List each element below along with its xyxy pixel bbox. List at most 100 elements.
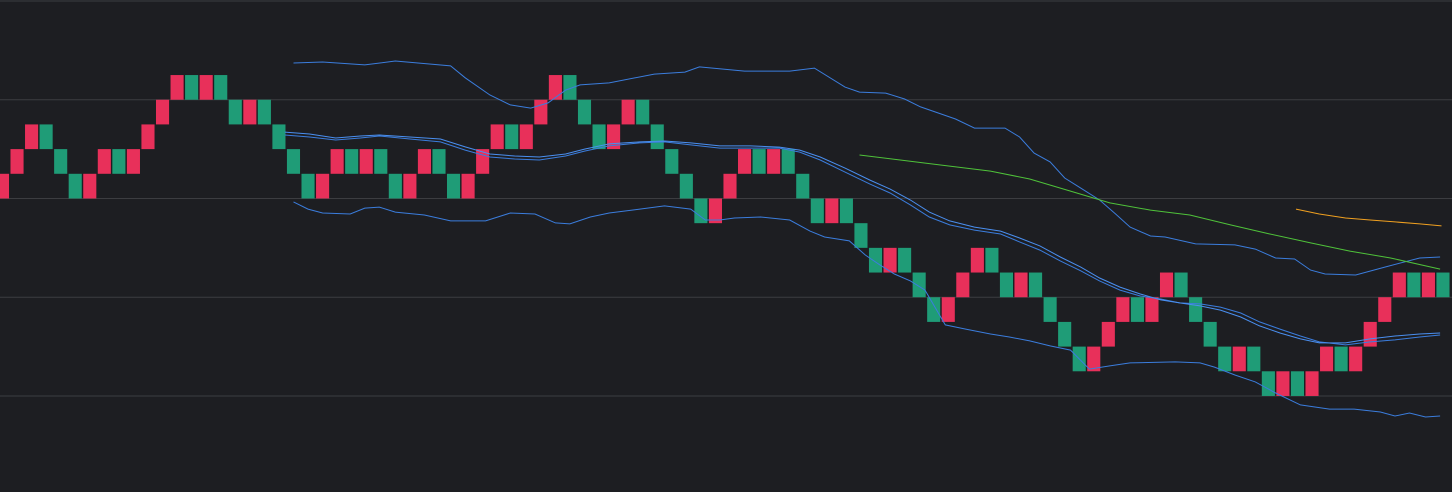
up-brick [403, 173, 417, 199]
up-brick [1349, 346, 1363, 372]
up-brick [243, 99, 257, 125]
up-brick [723, 173, 737, 199]
up-brick [1421, 272, 1435, 298]
down-brick [636, 99, 650, 125]
down-brick [1290, 371, 1305, 396]
down-brick [446, 173, 461, 199]
indicator-line [284, 134, 1441, 346]
down-brick [374, 149, 388, 174]
up-brick [83, 173, 97, 199]
down-brick [1203, 321, 1217, 347]
up-brick [1392, 272, 1406, 298]
up-brick [1363, 321, 1377, 347]
down-brick [854, 223, 868, 248]
down-brick [650, 124, 664, 150]
down-brick [1058, 321, 1072, 347]
down-brick [694, 198, 708, 224]
down-brick [1029, 272, 1043, 298]
up-brick [490, 124, 504, 150]
down-brick [1436, 272, 1450, 298]
up-brick [141, 124, 155, 150]
up-brick [1159, 272, 1174, 298]
down-brick [1218, 346, 1232, 372]
down-brick [927, 297, 941, 322]
down-brick [912, 272, 926, 298]
down-brick [68, 173, 82, 199]
up-brick [359, 149, 373, 174]
up-brick [738, 149, 752, 174]
down-brick [679, 173, 693, 199]
up-brick [825, 198, 839, 224]
down-brick [1130, 297, 1144, 322]
up-brick [1232, 346, 1246, 372]
up-brick [956, 272, 970, 298]
up-brick [1378, 297, 1392, 322]
up-brick [199, 75, 213, 100]
up-brick [708, 198, 722, 224]
down-brick [796, 173, 810, 199]
up-brick [0, 173, 10, 199]
down-brick [898, 247, 912, 273]
down-brick [868, 247, 883, 273]
up-brick [10, 149, 24, 174]
down-brick [999, 272, 1014, 298]
indicator-line [284, 131, 1441, 344]
up-brick [1116, 297, 1130, 322]
down-brick [286, 149, 301, 174]
up-brick [461, 173, 475, 199]
up-brick [1276, 371, 1290, 396]
down-brick [752, 149, 766, 174]
up-brick [1087, 346, 1101, 372]
down-brick [985, 247, 999, 273]
down-brick [1189, 297, 1203, 322]
down-brick [1043, 297, 1057, 322]
down-brick [345, 149, 359, 174]
down-brick [563, 75, 577, 100]
up-brick [417, 149, 431, 174]
down-brick [505, 124, 519, 150]
down-brick [839, 198, 853, 224]
up-brick [476, 149, 490, 174]
down-brick [112, 149, 126, 174]
down-brick [592, 124, 606, 150]
down-brick [54, 149, 68, 174]
indicator-line [1295, 208, 1442, 227]
down-brick [1174, 272, 1188, 298]
down-brick [432, 149, 446, 174]
up-brick [97, 149, 111, 174]
up-brick [25, 124, 39, 150]
down-brick [301, 173, 315, 199]
up-brick [126, 149, 140, 174]
down-brick [577, 99, 592, 125]
down-brick [272, 124, 286, 150]
up-brick [941, 297, 955, 322]
down-brick [810, 198, 824, 224]
down-brick [388, 173, 402, 199]
up-brick [548, 75, 562, 100]
up-brick [1320, 346, 1334, 372]
indicator-line [859, 154, 1441, 270]
up-brick [970, 247, 984, 273]
down-brick [257, 99, 271, 125]
up-brick [883, 247, 897, 273]
down-brick [185, 75, 199, 100]
indicator-line [293, 60, 1441, 276]
down-brick [214, 75, 228, 100]
up-brick [767, 149, 781, 174]
down-brick [1334, 346, 1348, 372]
up-brick [316, 173, 330, 199]
up-brick [155, 99, 170, 125]
up-brick [170, 75, 184, 100]
down-brick [665, 149, 679, 174]
down-brick [1261, 371, 1275, 396]
up-brick [621, 99, 635, 125]
up-brick [1014, 272, 1028, 298]
indicator-line [293, 201, 1441, 418]
down-brick [39, 124, 53, 150]
down-brick [228, 99, 242, 125]
up-brick [1145, 297, 1159, 322]
up-brick [519, 124, 533, 150]
down-brick [1407, 272, 1421, 298]
